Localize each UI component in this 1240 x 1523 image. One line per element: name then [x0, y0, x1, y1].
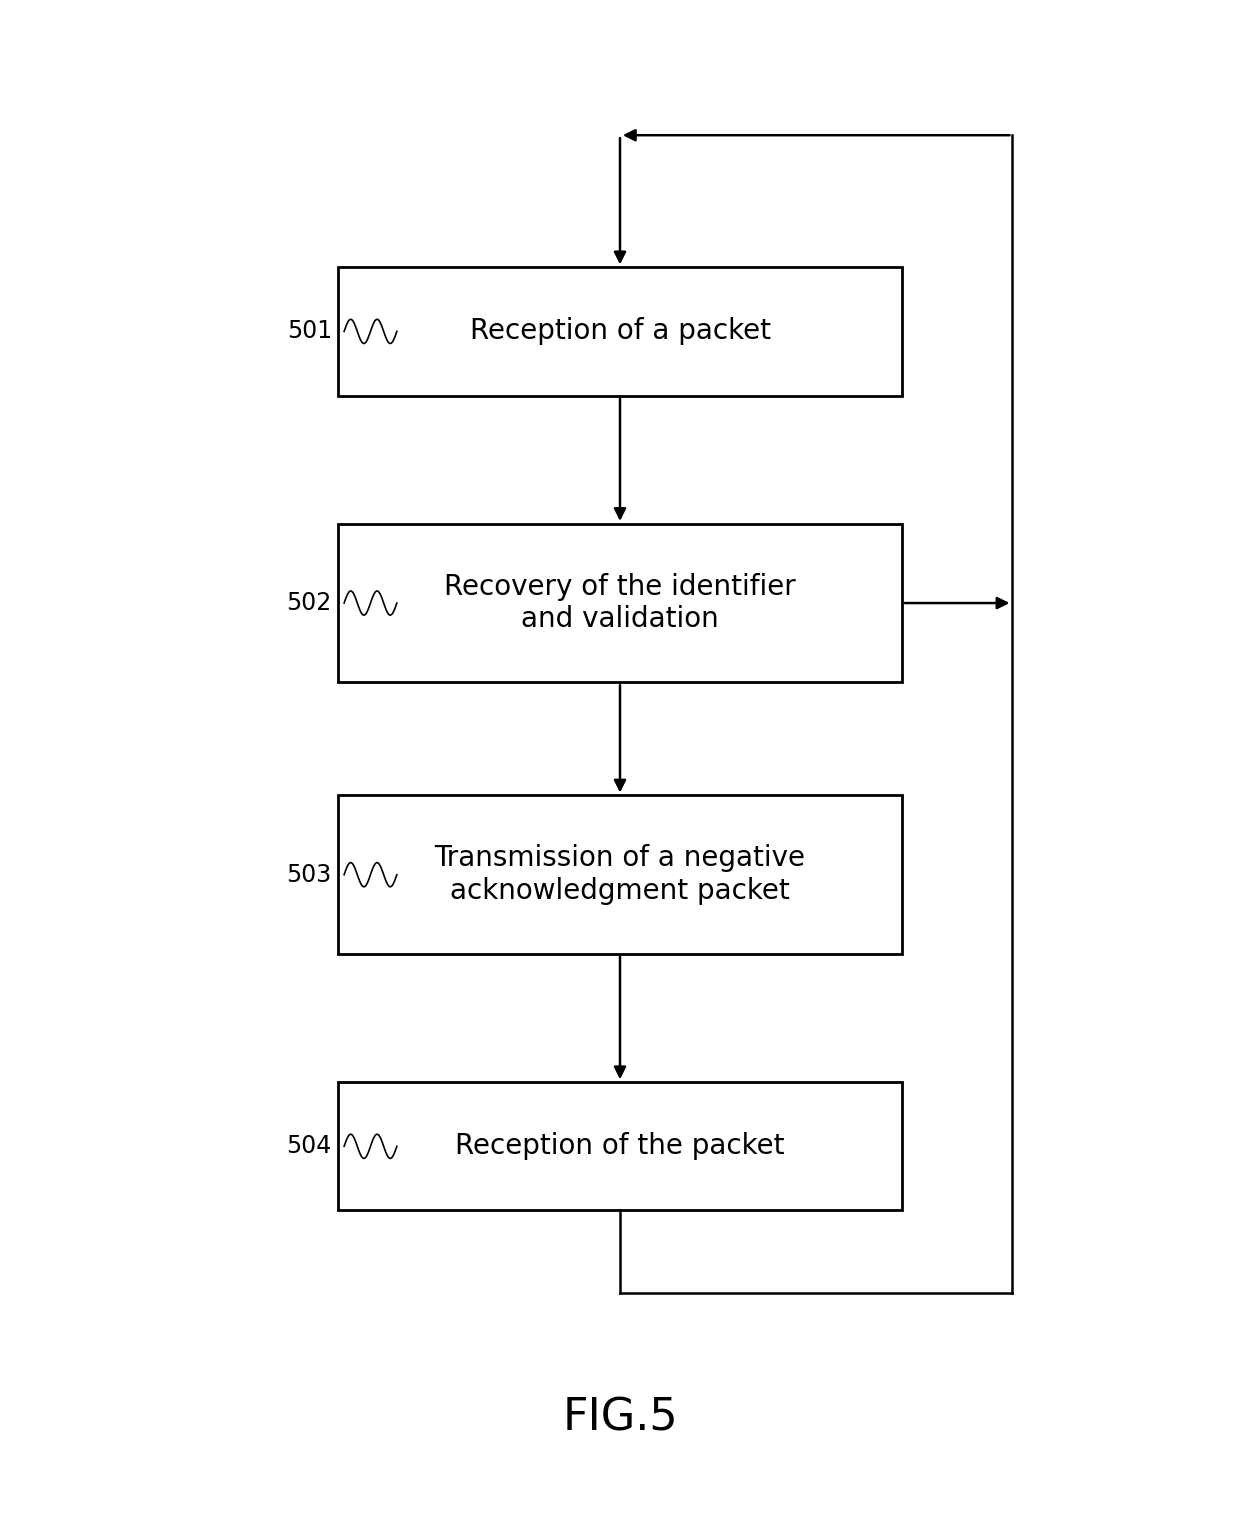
Text: 504: 504: [286, 1135, 332, 1159]
Text: 503: 503: [286, 862, 332, 886]
FancyBboxPatch shape: [339, 524, 901, 682]
FancyBboxPatch shape: [339, 267, 901, 396]
Text: 501: 501: [286, 320, 332, 343]
Text: Transmission of a negative
acknowledgment packet: Transmission of a negative acknowledgmen…: [434, 844, 806, 905]
Text: Reception of the packet: Reception of the packet: [455, 1132, 785, 1161]
Text: FIG.5: FIG.5: [562, 1397, 678, 1439]
FancyBboxPatch shape: [339, 1083, 901, 1211]
Text: Recovery of the identifier
and validation: Recovery of the identifier and validatio…: [444, 573, 796, 634]
FancyBboxPatch shape: [339, 795, 901, 953]
Text: 502: 502: [286, 591, 332, 615]
Text: Reception of a packet: Reception of a packet: [470, 317, 770, 346]
